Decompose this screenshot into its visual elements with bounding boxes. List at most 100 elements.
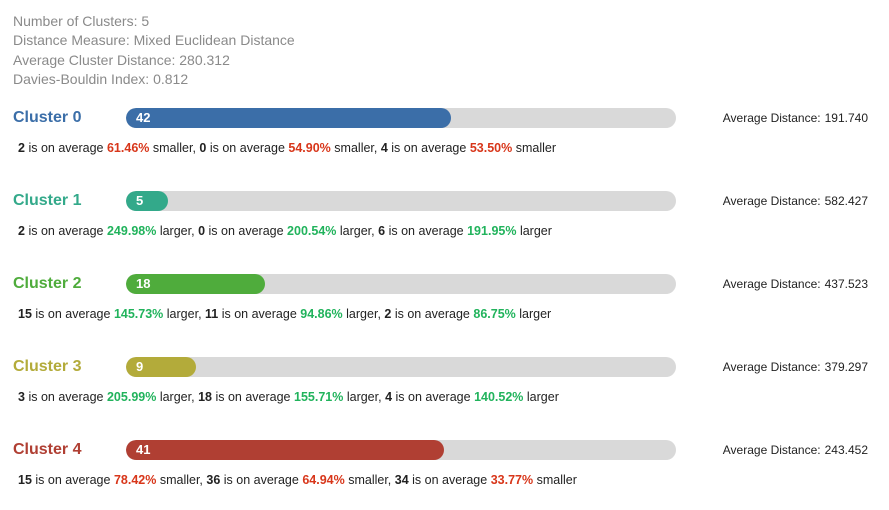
cluster-title[interactable]: Cluster 4: [13, 441, 82, 458]
comparison-attribute: 2: [18, 141, 25, 155]
comparison-attribute: 36: [206, 473, 221, 487]
comparison-attribute: 18: [198, 390, 212, 404]
average-distance: Average Distance: 582.427: [723, 191, 868, 211]
comparison-direction: larger: [159, 224, 192, 238]
cluster-size-count: 18: [136, 276, 151, 291]
average-distance-value: 437.523: [824, 277, 868, 291]
average-cluster-distance: Average Cluster Distance: 280.312: [13, 51, 230, 68]
cluster-comparisons: 2 is on average 61.46% smaller, 0 is on …: [18, 141, 557, 155]
cluster-row: Cluster 3 9 Average Distance: 379.297 3 is o…: [0, 357, 889, 427]
comparison-direction: smaller: [152, 141, 193, 155]
cluster-row: Cluster 4 41 Average Distance: 243.452 15 is…: [0, 440, 889, 510]
cluster-title[interactable]: Cluster 1: [13, 192, 82, 209]
cluster-size-bar: 9: [126, 357, 676, 377]
cluster-row: Cluster 0 42 Average Distance: 191.740 2 is …: [0, 108, 889, 178]
cluster-size-count: 5: [136, 193, 144, 208]
comparison-percentage: 145.73%: [113, 307, 164, 321]
comparison-percentage: 53.50%: [469, 141, 513, 155]
comparison-percentage: 54.90%: [288, 141, 331, 155]
cluster-size-bar: 42: [126, 108, 676, 128]
comparison-percentage: 205.99%: [106, 390, 157, 404]
comparison-text: is on average: [394, 307, 470, 321]
comparison-attribute: 0: [198, 224, 206, 238]
distance-measure: Distance Measure: Mixed Euclidean Distan…: [13, 32, 295, 49]
comparison-percentage: 155.71%: [294, 390, 344, 404]
average-distance: Average Distance: 379.297: [723, 357, 868, 377]
cluster-size-bar-fill: [126, 274, 265, 294]
cluster-size-count: 9: [136, 359, 144, 374]
comparison-direction: larger: [519, 224, 552, 238]
cluster-comparisons: 2 is on average 249.98% larger, 0 is on …: [18, 224, 552, 238]
number-of-clusters: Number of Clusters: 5: [13, 13, 150, 29]
comparison-percentage: 61.46%: [106, 141, 150, 155]
comparison-attribute: 2: [384, 307, 392, 321]
comparison-direction: larger: [166, 307, 199, 321]
cluster-row: Cluster 2 18 Average Distance: 437.523 15 is…: [0, 274, 889, 344]
cluster-size-count: 41: [136, 442, 151, 457]
cluster-size-bar: 41: [126, 440, 676, 460]
comparison-direction: larger: [346, 390, 379, 404]
average-distance-label: Average Distance:: [722, 360, 821, 374]
cluster-summary: Number of Clusters: 5 Distance Measure: …: [13, 12, 295, 89]
comparison-text: is on average: [395, 390, 471, 404]
cluster-size-bar-fill: [126, 357, 196, 377]
comparison-direction: larger: [159, 390, 192, 404]
average-distance-value: 191.740: [824, 111, 868, 125]
comparison-direction: smaller: [515, 141, 557, 155]
comparison-attribute: 15: [18, 307, 32, 321]
cluster-size-bar: 5: [126, 191, 676, 211]
comparison-direction: larger: [346, 307, 378, 321]
average-distance-label: Average Distance:: [722, 277, 821, 291]
average-distance-label: Average Distance:: [722, 194, 821, 208]
comparison-text: is on average: [221, 307, 297, 321]
comparison-attribute: 0: [199, 141, 207, 155]
comparison-percentage: 33.77%: [490, 473, 534, 487]
comparison-text: is on average: [223, 473, 299, 487]
davies-bouldin-index: Davies-Bouldin Index: 0.812: [13, 70, 189, 87]
cluster-comparisons: 15 is on average 78.42% smaller, 36 is o…: [18, 473, 577, 487]
comparison-attribute: 15: [18, 473, 32, 487]
cluster-title[interactable]: Cluster 3: [13, 358, 82, 375]
comparison-direction: smaller: [348, 473, 388, 487]
average-distance-label: Average Distance:: [722, 443, 821, 457]
comparison-text: is on average: [412, 473, 488, 487]
comparison-attribute: 4: [380, 141, 388, 155]
comparison-direction: larger: [519, 307, 552, 321]
cluster-comparisons: 3 is on average 205.99% larger, 18 is on…: [18, 390, 559, 404]
comparison-percentage: 78.42%: [113, 473, 157, 487]
comparison-direction: larger: [339, 224, 372, 238]
comparison-percentage: 86.75%: [473, 307, 516, 321]
comparison-direction: smaller: [334, 141, 374, 155]
comparison-text: is on average: [388, 224, 464, 238]
comparison-text: is on average: [28, 390, 104, 404]
average-distance: Average Distance: 437.523: [723, 274, 868, 294]
cluster-title[interactable]: Cluster 0: [13, 109, 82, 126]
average-distance-value: 379.297: [824, 360, 868, 374]
cluster-size-bar-fill: [126, 191, 168, 211]
comparison-text: is on average: [391, 141, 467, 155]
comparison-percentage: 249.98%: [106, 224, 157, 238]
cluster-comparisons: 15 is on average 145.73% larger, 11 is o…: [18, 307, 552, 321]
comparison-direction: smaller: [159, 473, 200, 487]
comparison-percentage: 94.86%: [300, 307, 343, 321]
comparison-text: is on average: [35, 307, 111, 321]
comparison-text: is on average: [208, 224, 284, 238]
cluster-row: Cluster 1 5 Average Distance: 582.427 2 is o…: [0, 191, 889, 261]
comparison-attribute: 2: [18, 224, 25, 238]
comparison-attribute: 4: [385, 390, 393, 404]
average-distance-value: 243.452: [824, 443, 868, 457]
comparison-text: is on average: [28, 224, 104, 238]
average-distance: Average Distance: 243.452: [723, 440, 868, 460]
comparison-text: is on average: [215, 390, 291, 404]
comparison-direction: smaller: [536, 473, 577, 487]
cluster-title[interactable]: Cluster 2: [13, 275, 82, 292]
comparison-attribute: 3: [18, 390, 25, 404]
comparison-text: is on average: [209, 141, 285, 155]
comparison-attribute: 11: [205, 307, 219, 321]
average-distance: Average Distance: 191.740: [723, 108, 868, 128]
cluster-size-bar: 18: [126, 274, 676, 294]
comparison-percentage: 191.95%: [467, 224, 517, 238]
average-distance-value: 582.427: [824, 194, 868, 208]
comparison-percentage: 200.54%: [287, 224, 337, 238]
comparison-percentage: 64.94%: [302, 473, 345, 487]
